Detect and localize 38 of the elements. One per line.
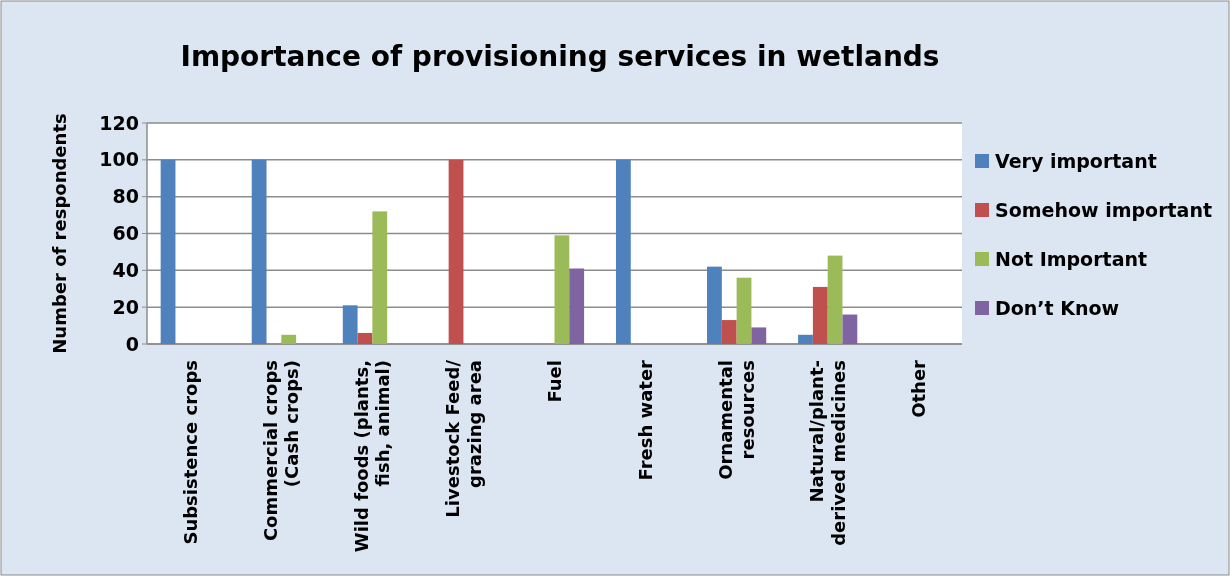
y-tick-label: 120 [99, 111, 139, 134]
y-tick-label: 20 [112, 295, 139, 318]
y-tick-label: 0 [125, 332, 139, 355]
bar [448, 159, 464, 344]
chart-title: Importance of provisioning services in wetlands [180, 40, 940, 73]
legend-label: Very important [995, 149, 1157, 172]
bar [569, 268, 585, 344]
bar [342, 305, 358, 344]
x-tick-label: Commercial crops (Cash crops) [259, 360, 303, 542]
bar [798, 334, 813, 344]
x-tick-label: Fuel [543, 360, 565, 403]
bar [721, 320, 737, 344]
bar [281, 334, 297, 344]
y-tick-label: 40 [112, 258, 139, 281]
x-tick-label: Subsistence crops [179, 360, 201, 545]
bar [554, 235, 570, 344]
bar [615, 159, 631, 344]
x-tick-label: Fresh water [634, 359, 656, 481]
legend-label: Don’t Know [995, 296, 1120, 319]
bar [827, 255, 843, 344]
x-tick-label: Ornamental resources [715, 360, 758, 480]
bar [736, 277, 752, 344]
bar [160, 159, 176, 344]
legend-label: Not Important [995, 247, 1148, 270]
x-tick-label: Wild foods (plants, fish, animal) [350, 360, 394, 553]
bar [842, 314, 858, 344]
bar [812, 286, 828, 344]
y-axis-title: Number of respondents [49, 113, 70, 354]
y-tick-label: 100 [99, 148, 139, 171]
bar [372, 211, 388, 344]
y-tick-label: 60 [112, 222, 139, 245]
x-tick-label: Other [908, 359, 930, 418]
bar [357, 332, 373, 344]
bar [751, 327, 767, 344]
bar [707, 266, 722, 344]
bar [251, 159, 267, 344]
legend-label: Somehow important [995, 198, 1213, 221]
y-tick-label: 80 [112, 185, 139, 208]
